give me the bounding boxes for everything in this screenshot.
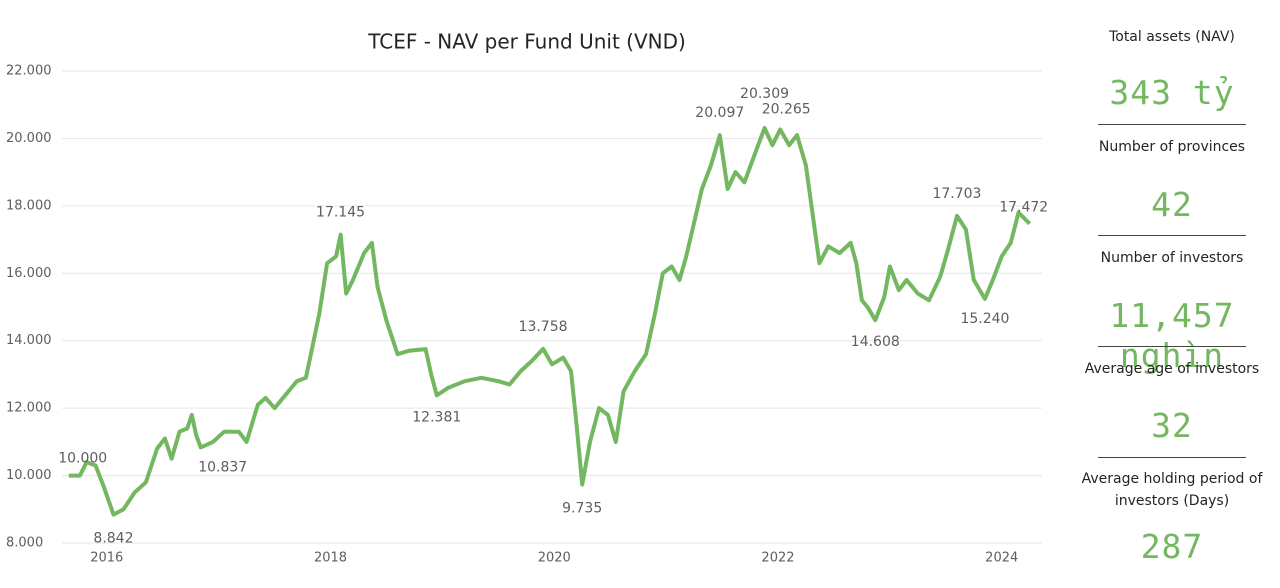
kpi-label: Number of provinces (1098, 139, 1246, 155)
data-label: 9.735 (562, 501, 602, 517)
data-label: 12.381 (412, 409, 461, 425)
divider (1098, 457, 1246, 458)
kpi-value: 32 (1151, 406, 1193, 445)
data-label: 20.265 (762, 101, 811, 117)
y-tick-label: 12.000 (6, 401, 52, 416)
divider (1098, 124, 1246, 125)
divider (1098, 235, 1246, 236)
data-label: 8.842 (93, 531, 133, 547)
chart: TCEF - NAV per Fund Unit (VND) 8.000 10.0… (6, 30, 1048, 566)
data-label: 14.608 (851, 334, 900, 350)
y-tick-label: 8.000 (6, 536, 43, 551)
kpi-value: 343 tỷ (1109, 73, 1235, 112)
data-label: 17.703 (932, 186, 981, 202)
data-label: 20.309 (740, 86, 789, 102)
y-tick-label: 16.000 (6, 266, 52, 281)
data-label: 17.145 (316, 205, 365, 221)
kpi-label: Total assets (NAV) (1109, 29, 1235, 45)
kpi-label: Average age of investors (1084, 361, 1260, 377)
divider (1098, 346, 1246, 347)
kpi-value: 287 (1140, 527, 1204, 566)
x-tick-label: 2020 (538, 551, 571, 566)
y-tick-label: 14.000 (6, 333, 52, 348)
y-tick-label: 10.000 (6, 468, 52, 483)
data-label: 15.240 (960, 311, 1009, 327)
data-label: 20.097 (695, 105, 744, 121)
x-tick-label: 2018 (314, 551, 347, 566)
x-tick-label: 2024 (985, 551, 1018, 566)
kpi-label: Number of investors (1100, 250, 1244, 266)
data-label: 10.837 (198, 459, 247, 475)
data-label: 13.758 (519, 319, 568, 335)
kpi-value: 11,457 nghìn (1109, 296, 1235, 375)
kpi-label: Average holding period of investors (Day… (1081, 471, 1263, 509)
y-tick-label: 22.000 (6, 64, 52, 79)
data-label: 10.000 (58, 451, 107, 467)
data-label: 17.472 (999, 200, 1048, 216)
y-tick-label: 18.000 (6, 198, 52, 213)
nav-line (68, 126, 1032, 517)
x-tick-label: 2016 (90, 551, 123, 566)
kpi-value: 42 (1151, 185, 1193, 224)
y-tick-label: 20.000 (6, 131, 52, 146)
chart-title: TCEF - NAV per Fund Unit (VND) (367, 30, 686, 54)
x-tick-label: 2022 (761, 551, 794, 566)
